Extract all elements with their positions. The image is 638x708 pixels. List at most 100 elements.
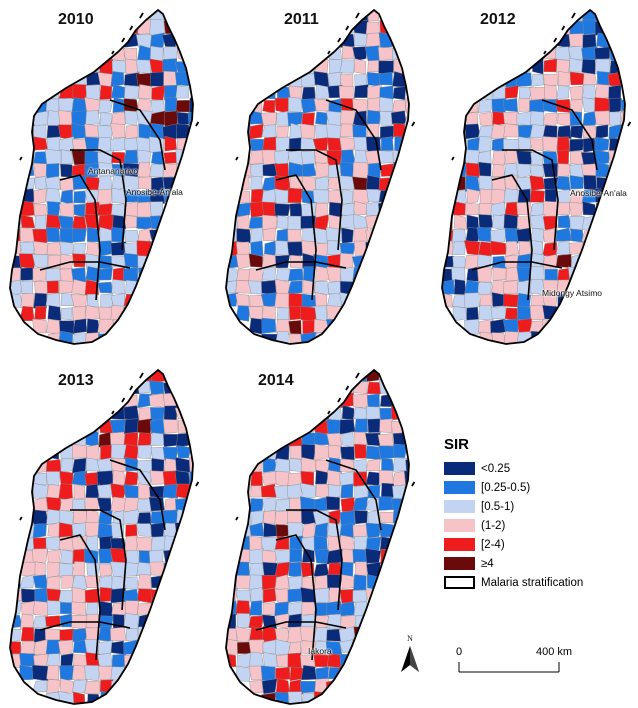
district-polygon [479, 293, 493, 309]
district-polygon [287, 187, 304, 204]
district-polygon [367, 393, 380, 408]
district-polygon [328, 509, 341, 526]
district-polygon [20, 280, 33, 295]
stratification-boundary [59, 174, 101, 301]
district-polygon [85, 266, 101, 283]
district-polygon [261, 574, 277, 591]
district-polygon [367, 162, 381, 179]
district-polygon [263, 510, 277, 525]
district-polygon [380, 482, 395, 499]
madagascar-map [9, 8, 200, 345]
district-polygon [150, 536, 166, 552]
district-polygon [112, 267, 125, 282]
district-polygon [71, 586, 87, 604]
district-polygon [287, 150, 304, 165]
island-outline [9, 368, 194, 705]
district-polygon [262, 100, 276, 114]
district-polygon [235, 522, 252, 537]
district-polygon [97, 72, 112, 88]
district-polygon [248, 615, 265, 629]
district-polygon [111, 111, 126, 127]
district-polygon [391, 110, 407, 125]
district-polygon [34, 203, 49, 217]
district-polygon [260, 665, 276, 682]
district-polygon [123, 267, 139, 283]
district-polygon [275, 331, 289, 344]
offshore-island [235, 156, 239, 161]
district-polygon [163, 70, 177, 88]
offshore-island [561, 25, 566, 31]
district-polygon [365, 471, 381, 486]
district-polygon [287, 613, 302, 629]
madagascar-map [225, 368, 416, 705]
district-polygon [175, 457, 192, 473]
district-polygon [46, 484, 62, 500]
district-polygon [466, 188, 481, 205]
district-polygon [569, 71, 585, 86]
district-polygon [60, 307, 73, 321]
district-polygon [377, 47, 395, 61]
district-polygon [261, 201, 278, 218]
place-label-antananarivo: Antananarivo [88, 166, 139, 176]
district-polygon [516, 150, 533, 166]
district-polygon [275, 613, 290, 629]
offshore-island [129, 25, 134, 31]
district-polygon [393, 443, 408, 458]
legend-swatch [444, 500, 475, 513]
district-polygon [326, 150, 343, 166]
district-polygon [353, 58, 367, 75]
district-polygon [354, 200, 368, 216]
district-polygon [124, 110, 139, 126]
district-polygon [529, 165, 545, 178]
district-polygon [504, 85, 519, 99]
district-polygon [301, 457, 316, 473]
district-polygon [47, 201, 61, 217]
district-polygon [288, 575, 303, 591]
district-polygon [57, 110, 74, 126]
district-polygon [10, 629, 21, 643]
district-polygon [236, 228, 252, 244]
offshore-island [627, 121, 632, 127]
district-polygon [72, 243, 87, 257]
district-polygon [608, 84, 622, 101]
district-polygon [87, 226, 100, 243]
district-polygon [262, 214, 278, 231]
district-polygon [325, 496, 340, 511]
district-polygon [19, 652, 36, 667]
district-polygon [226, 240, 239, 257]
district-polygon [163, 433, 179, 448]
stratification-boundary [275, 534, 317, 661]
offshore-island [195, 481, 200, 487]
district-polygon [556, 176, 571, 191]
district-polygon [352, 124, 367, 138]
district-polygon [568, 45, 583, 61]
district-polygon [557, 125, 572, 140]
district-polygon [404, 97, 409, 114]
district-polygon [340, 392, 354, 409]
district-polygon [490, 228, 507, 243]
district-polygon [339, 510, 356, 526]
district-polygon [261, 470, 277, 485]
district-polygon [135, 536, 153, 552]
district-polygon [503, 98, 518, 113]
district-polygon [47, 522, 61, 538]
panel-year: 2010 [58, 11, 94, 28]
district-polygon [517, 318, 532, 334]
district-polygon [149, 32, 165, 48]
district-polygon [109, 137, 126, 152]
district-polygon [137, 512, 152, 526]
legend-item: ≥4 [444, 554, 634, 573]
district-polygon [529, 124, 546, 139]
district-polygon [135, 523, 153, 537]
district-polygon [111, 60, 127, 74]
district-polygon [137, 227, 153, 242]
district-polygon [365, 548, 382, 564]
district-polygon [452, 229, 467, 244]
district-polygon [248, 123, 264, 140]
district-polygon [288, 320, 302, 335]
district-polygon [60, 457, 73, 473]
district-polygon [594, 110, 611, 126]
district-polygon [44, 628, 61, 642]
district-polygon [46, 575, 61, 590]
district-polygon [582, 33, 597, 49]
